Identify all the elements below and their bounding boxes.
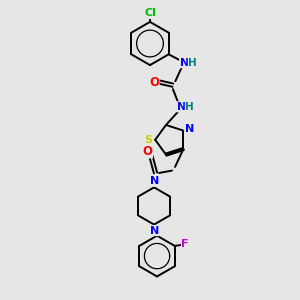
Text: N: N: [150, 226, 159, 236]
Text: N: N: [180, 58, 189, 68]
Text: N: N: [177, 102, 186, 112]
Text: Cl: Cl: [144, 8, 156, 19]
Text: N: N: [150, 176, 159, 186]
Text: H: H: [185, 102, 194, 112]
Text: S: S: [145, 135, 153, 145]
Text: O: O: [149, 76, 159, 89]
Text: H: H: [188, 58, 197, 68]
Text: N: N: [185, 124, 194, 134]
Text: O: O: [142, 145, 152, 158]
Text: F: F: [182, 239, 189, 249]
